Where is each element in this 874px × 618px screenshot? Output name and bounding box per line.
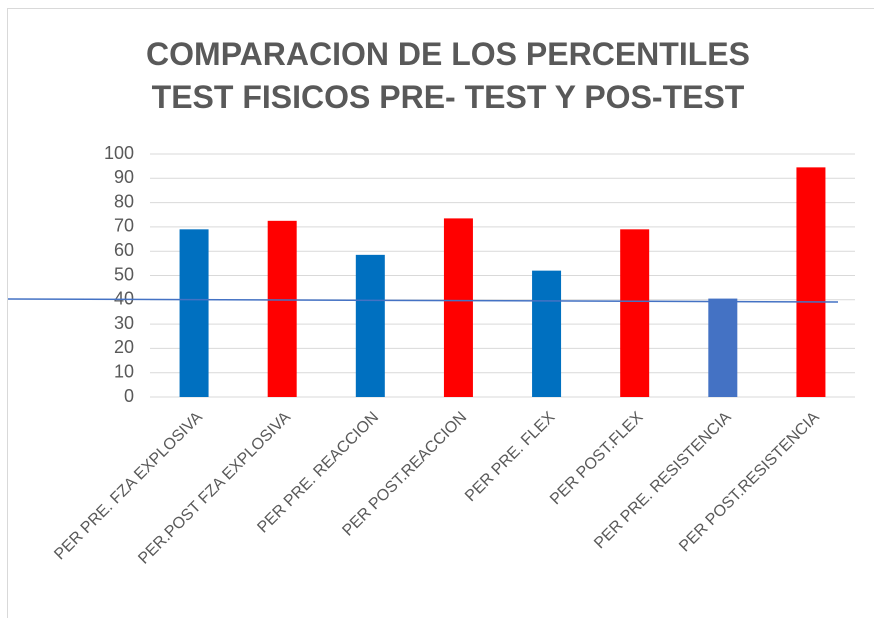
x-tick-label: PER.POST FZA EXPLOSIVA (135, 409, 294, 568)
reference-line (7, 298, 839, 303)
y-tick-label: 40 (114, 289, 134, 309)
y-tick-label: 30 (114, 313, 134, 333)
chart-title: COMPARACION DE LOS PERCENTILES TEST FISIC… (146, 36, 750, 115)
y-tick-label: 20 (114, 337, 134, 357)
bar (620, 229, 650, 397)
bar (796, 167, 826, 397)
bar (532, 270, 562, 397)
y-tick-label: 90 (114, 167, 134, 187)
chart-border (7, 8, 874, 618)
y-tick-label: 60 (114, 240, 134, 260)
y-tick-label: 10 (114, 361, 134, 381)
y-tick-label: 100 (104, 143, 134, 163)
y-tick-label: 0 (124, 386, 134, 406)
y-tick-label: 70 (114, 216, 134, 236)
y-tick-label: 80 (114, 191, 134, 211)
x-tick-label: PER PRE. FZA EXPLOSIVA (51, 409, 206, 564)
bar (708, 298, 738, 397)
y-tick-label: 50 (114, 264, 134, 284)
x-tick-label: PER POST.RESISTENCIA (676, 409, 823, 556)
bar (267, 220, 297, 397)
bar (443, 218, 473, 397)
x-tick-label: PER PRE. FLEX (462, 409, 559, 506)
bar (179, 229, 209, 397)
bar (355, 254, 385, 397)
x-tick-label: PER POST.FLEX (547, 409, 647, 509)
